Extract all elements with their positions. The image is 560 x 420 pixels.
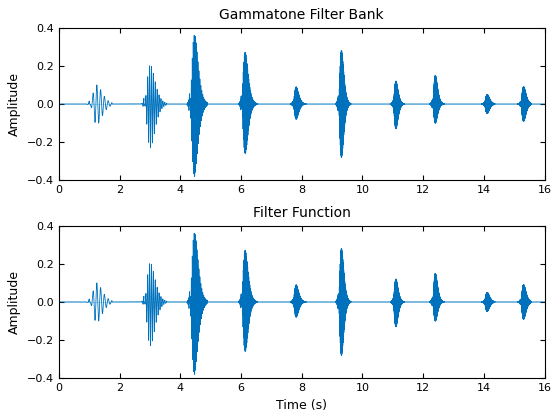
Title: Gammatone Filter Bank: Gammatone Filter Bank: [220, 8, 384, 22]
Title: Filter Function: Filter Function: [253, 206, 351, 220]
Y-axis label: Amplitude: Amplitude: [8, 72, 21, 136]
Y-axis label: Amplitude: Amplitude: [8, 270, 21, 334]
X-axis label: Time (s): Time (s): [276, 399, 327, 412]
